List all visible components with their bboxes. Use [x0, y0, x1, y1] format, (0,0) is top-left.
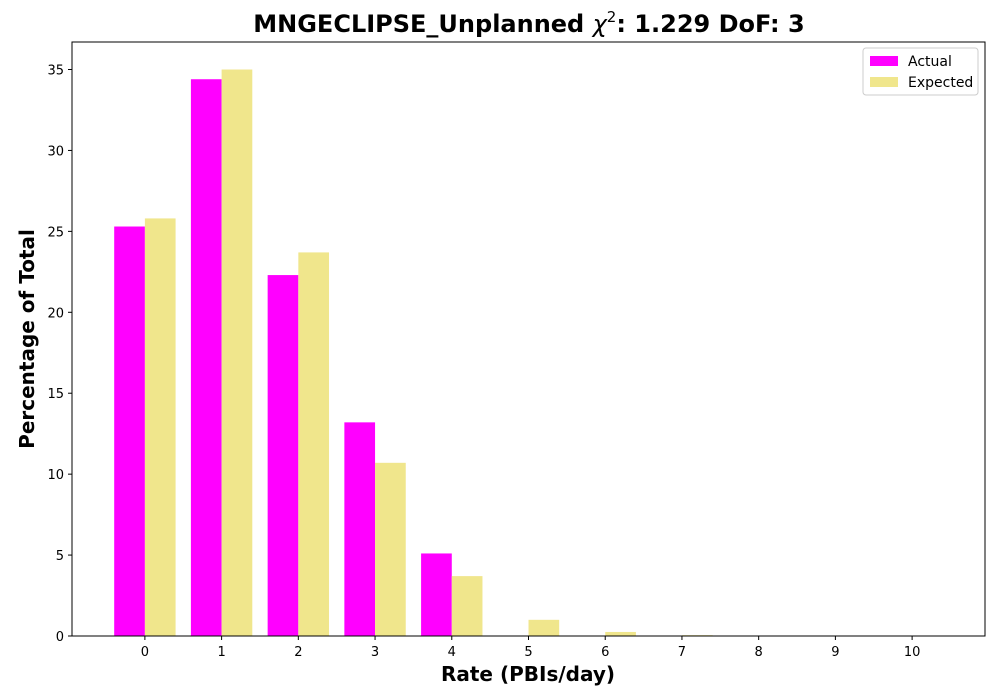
bar-actual-2	[267, 275, 299, 636]
y-tick-label: 35	[47, 64, 64, 79]
legend-swatch-actual	[870, 56, 898, 66]
legend-label-actual: Actual	[908, 54, 952, 70]
bar-expected-2	[298, 252, 330, 636]
bar-expected-0	[144, 218, 176, 636]
bar-expected-1	[221, 69, 253, 636]
bar-expected-3	[375, 462, 406, 636]
bar-expected-5	[528, 619, 560, 636]
bar-expected-4	[451, 576, 483, 636]
x-tick-label: 10	[904, 645, 921, 660]
y-tick-label: 25	[47, 225, 64, 240]
chart-title-superscript: 2	[607, 8, 617, 26]
x-tick-label: 3	[371, 645, 379, 660]
chart-title-tail: : 1.229 DoF: 3	[616, 10, 804, 38]
bar-actual-1	[190, 79, 222, 637]
y-axis-title: Percentage of Total	[15, 229, 39, 449]
x-tick-label: 5	[524, 645, 532, 660]
x-tick-label: 2	[294, 645, 302, 660]
bar-expected-6	[605, 631, 636, 636]
y-tick-label: 5	[56, 549, 64, 564]
bar-actual-4	[421, 553, 452, 636]
y-tick-label: 0	[56, 630, 64, 645]
x-tick-label: 9	[831, 645, 839, 660]
x-tick-label: 7	[678, 645, 686, 660]
x-axis-title: Rate (PBIs/day)	[441, 662, 615, 686]
legend: Actual Expected	[862, 47, 979, 96]
y-tick-label: 15	[47, 387, 64, 402]
x-tick-label: 1	[217, 645, 225, 660]
legend-label-expected: Expected	[908, 75, 973, 91]
bar-actual-0	[114, 226, 145, 636]
x-tick-label: 0	[141, 645, 149, 660]
y-tick-label: 20	[47, 306, 64, 321]
x-tick-label: 8	[755, 645, 763, 660]
bar-group	[114, 69, 790, 637]
x-tick-label: 4	[448, 645, 456, 660]
y-tick-label: 10	[47, 468, 64, 483]
legend-swatch-expected	[870, 77, 898, 87]
x-tick-label: 6	[601, 645, 609, 660]
chart-title-chi: χ	[591, 10, 608, 38]
x-axis: 0 1 2 3 4 5 6 7 8 9 10	[141, 636, 921, 660]
chart-title-main: MNGECLIPSE_Unplanned	[253, 10, 592, 38]
bar-actual-3	[344, 422, 376, 636]
y-axis: 0 5 10 15 20 25 30 35	[47, 64, 72, 645]
y-tick-label: 30	[47, 144, 64, 159]
chart-title: MNGECLIPSE_Unplanned χ2: 1.229 DoF: 3	[253, 8, 804, 38]
